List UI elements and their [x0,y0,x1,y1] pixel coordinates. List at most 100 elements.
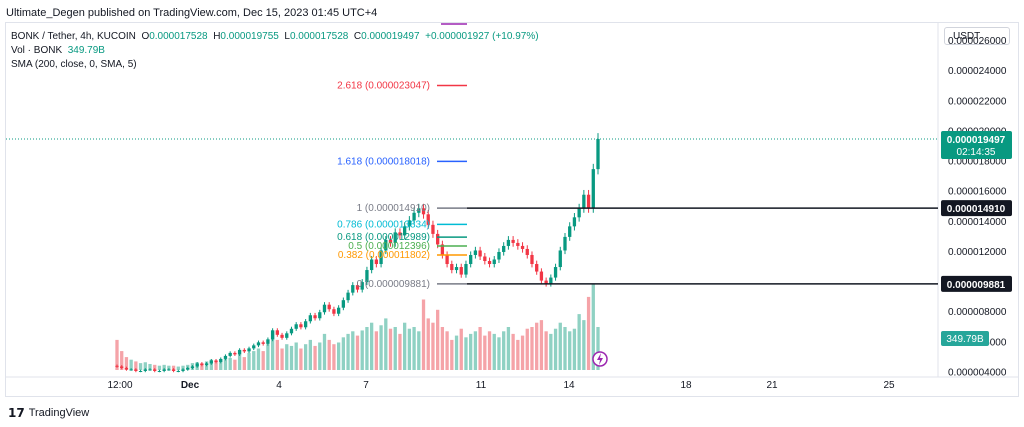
sma-label[interactable]: SMA (200, close, 0, SMA, 5) [11,59,137,70]
candle-body [553,267,558,278]
volume-bar [539,320,544,370]
candle-body [445,254,449,265]
high-value: 0.000019755 [220,31,279,42]
horizontal-line-value: 0.000014910 [947,204,1006,215]
volume-bar [483,335,487,370]
volume-bar [171,365,176,370]
volume-label[interactable]: Vol · BONK [11,45,63,56]
close-value: 0.000019497 [361,31,420,42]
candle-body [355,285,360,290]
candle-body [143,369,147,371]
publisher-line: Ultimate_Degen published on TradingView.… [6,7,378,19]
candle-body [577,208,581,218]
x-tick-label: 25 [883,380,895,391]
candle-body [247,348,251,352]
volume-bar [421,299,426,370]
y-tick-label: 0.000008000 [948,307,1007,318]
candle-body [176,370,180,372]
volume-bar [450,339,454,370]
volume-bar [431,322,435,370]
candle-body [421,208,426,215]
legend-ohlc: BONK / Tether, 4h, KUCOIN O0.000017528 H… [11,31,539,42]
candle-body [200,363,204,365]
candle-body [464,264,468,275]
candle-body [506,239,511,246]
volume-bar [219,360,223,370]
candle-body [124,367,129,370]
candle-body [256,342,261,346]
volume-bar [181,365,185,370]
change-value: +0.000001927 (+10.97%) [425,31,539,42]
volume-bar [572,328,577,370]
volume-bar [124,357,129,370]
candle-body [454,267,459,271]
candle-body [209,360,213,364]
candle-body [582,194,586,209]
candle-body [171,369,176,371]
candle-body [299,324,303,328]
candle-body [294,324,298,329]
volume-bar [313,345,317,370]
last-price-value: 0.000019497 [947,135,1006,146]
candle-body [322,304,327,313]
horizontal-line-tag [941,200,1012,217]
volume-bar [445,331,449,370]
candle-body [520,245,525,249]
volume-bar [586,296,591,370]
tradingview-logo-icon: 𝟭𝟳 [8,406,25,420]
x-tick-label: 18 [680,380,692,391]
candle-body [115,365,119,367]
fib-label-0.382: 0.382 (0.000011802) [338,250,430,261]
candle-body [120,366,124,368]
volume-bar [209,359,213,370]
candle-body [346,292,350,301]
currency-button[interactable]: USDT [944,27,1010,45]
volume-bar [332,344,336,370]
volume-bar [336,342,341,370]
candle-body [261,342,265,344]
volume-bar [157,365,162,370]
candle-body [204,363,209,365]
volume-bar [384,318,388,370]
volume-bar [568,331,572,370]
volume-bar [237,354,242,370]
volume-bar [285,344,289,370]
volume-bar [115,339,119,370]
candle-body [134,369,138,371]
volume-bar [596,327,600,370]
lightning-icon[interactable] [592,351,608,367]
legend-volume: Vol · BONK 349.79B [11,45,105,56]
candle-body [228,352,232,356]
x-tick-label: Dec [181,380,200,391]
volume-bar [162,364,166,370]
symbol-title[interactable]: BONK / Tether, 4h, KUCOIN [11,31,136,42]
candle-body [403,226,407,236]
volume-bar [417,331,421,370]
candle-body [563,236,567,251]
candle-body [388,239,393,243]
volume-bar [129,359,133,370]
footer-brand: 𝟭𝟳 TradingView [8,406,89,420]
candle-body [568,226,572,237]
volume-bar [563,327,567,370]
candle-body [502,245,506,252]
candle-body [487,261,492,265]
candle-body [195,363,199,367]
candle-body [525,248,529,255]
candle-body [369,259,374,271]
y-tick-label: 0.000022000 [948,96,1007,107]
volume-bar [398,333,402,370]
fib-label-0: 0 (0.000009881) [357,279,430,290]
candle-body [469,254,473,265]
volume-bar [407,328,412,370]
candle-body [398,232,402,236]
candle-body [266,339,270,344]
candle-body [436,233,440,245]
y-tick-label: 0.000026000 [948,36,1007,47]
candle-body [223,355,228,359]
volume-tag [941,331,989,346]
volume-tag-value: 349.79B [946,334,984,345]
volume-bar [299,348,303,370]
candle-body [190,366,195,368]
